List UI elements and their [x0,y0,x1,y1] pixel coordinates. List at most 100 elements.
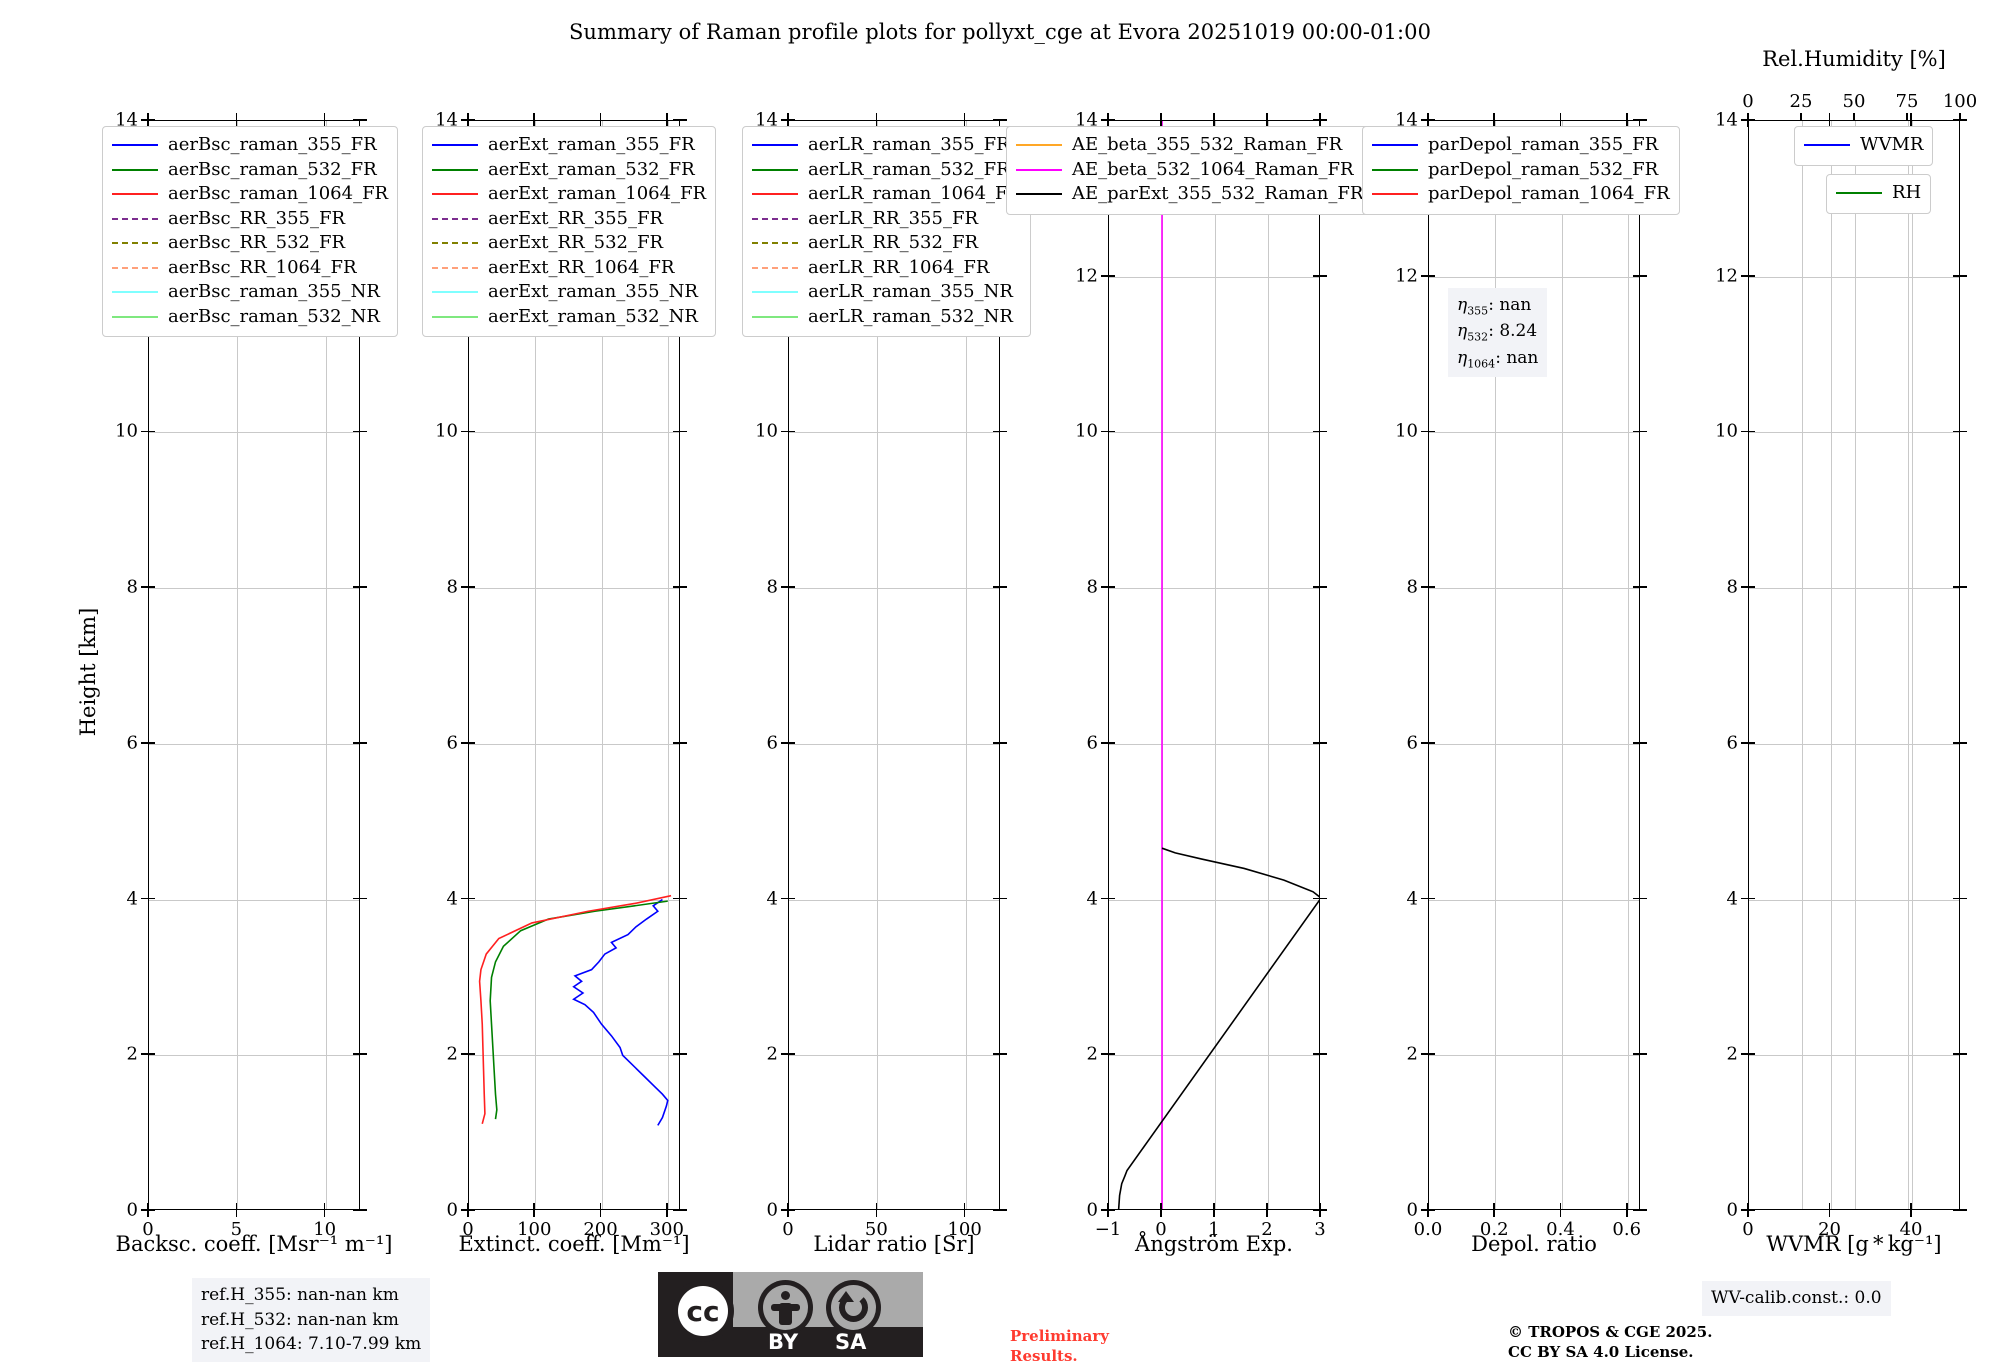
y-tick-mark [680,430,687,433]
x-tick-label: 0.2 [1479,1219,1509,1240]
gridline-v [601,121,603,1209]
x-top-tick-label: 0 [1742,91,1754,112]
legend-item: aerBsc_raman_532_NR [112,305,388,330]
x-tick-mark [1559,113,1562,120]
gridline-h [789,899,999,901]
y-tick-mark [1428,1209,1435,1211]
legend-wvmr[interactable]: WVMR [1794,126,1934,166]
y-tick-label-2: 2 [1086,1043,1098,1065]
y-tick-mark [1748,897,1755,900]
legend-depol-ratio[interactable]: parDepol_raman_355_FR parDepol_raman_532_… [1362,126,1680,215]
legend-item: aerLR_raman_532_NR [752,305,1021,330]
x-tick-mark [1625,1210,1628,1217]
legend-label: AE_beta_532_1064_Raman_FR [1072,158,1354,180]
legend-color-swatch [752,168,798,171]
legend-label: aerExt_raman_532_NR [488,305,698,327]
gridline-h [149,899,359,901]
curve-aerExt_raman_532_FR [489,900,668,1120]
x-tick-label: 0.6 [1612,1219,1642,1240]
gridline-h [1749,899,1959,901]
x-tick-mark [1160,1210,1162,1217]
gridline-h [1429,588,1639,590]
y-tick-mark [1741,742,1748,744]
y-tick-mark [1313,430,1320,433]
x-tick-mark [147,113,149,120]
x-tick-mark [467,113,469,120]
y-tick-mark [141,430,148,433]
gridline-h [469,899,679,901]
y-tick-mark [1108,430,1115,433]
y-tick-label-2: 2 [446,1043,458,1065]
legend-color-swatch [112,242,158,245]
legend-color-swatch [112,315,158,318]
y-tick-mark [993,897,1000,900]
x-tick-mark [665,120,668,127]
gridline-h [1749,1055,1959,1057]
y-tick-mark [1320,430,1327,433]
y-tick-mark [1953,119,1960,121]
legend-angstrom[interactable]: AE_beta_355_532_Raman_FR AE_beta_532_1064… [1006,126,1374,215]
y-tick-mark [461,742,468,744]
legend-color-swatch [1836,192,1882,195]
x-tick-mark [599,113,602,120]
x-tick-mark [323,113,326,120]
data-curves-wvmr [1749,121,1960,1210]
legend-color-swatch [432,168,478,171]
legend-extinction[interactable]: aerExt_raman_355_FR aerExt_raman_532_FR ae… [422,126,717,337]
legend-label: AE_parExt_355_532_Raman_FR [1072,183,1364,205]
x-tick-mark [787,120,789,127]
legend-label: RH [1892,182,1922,204]
y-tick-mark [1953,742,1960,744]
y-tick-label-6: 6 [1726,732,1738,754]
x-top-tick-label: 75 [1895,91,1919,112]
x-tick-mark [875,120,878,127]
legend-wvmr-secondary[interactable]: RH [1826,174,1932,214]
curve-aerExt_raman_1064_FR [478,894,672,1125]
y-tick-mark [680,119,687,121]
legend-color-swatch [752,291,798,294]
x-axis-title-depol-ratio: Depol. ratio [1471,1232,1597,1256]
x-tick-mark [323,1203,326,1210]
x-top-tick-mark [1800,113,1802,120]
y-tick-mark [1421,274,1428,277]
legend-item: AE_beta_355_532_Raman_FR [1016,133,1363,158]
y-tick-label-6: 6 [1406,732,1418,754]
panel-angstrom: 0 2 4 6 8 10 12 14 −1 0 1 2 3 [1075,110,1327,1240]
y-tick-label-0: 0 [446,1199,458,1221]
y-tick-mark [141,1209,148,1211]
y-tick-mark [1313,274,1320,277]
x-tick-mark [665,113,668,120]
y-tick-mark [1421,119,1428,121]
y-tick-mark [673,897,680,900]
y-tick-mark [353,897,360,900]
y-tick-label-4: 4 [1406,888,1418,910]
legend-color-swatch [432,242,478,245]
legend-color-swatch [752,315,798,318]
x-tick-label: 0 [1155,1219,1167,1240]
y-tick-mark [148,586,155,588]
legend-backscatter[interactable]: aerBsc_raman_355_FR aerBsc_raman_532_FR ae… [102,126,399,337]
y-tick-mark [673,1209,680,1211]
gridline-h [1109,276,1319,278]
y-tick-mark [1421,1053,1428,1056]
legend-item: WVMR [1804,133,1923,158]
legend-item: aerExt_raman_355_NR [432,280,706,305]
legend-item: parDepol_raman_532_FR [1372,158,1670,183]
y-tick-mark [353,586,360,588]
y-tick-mark [1000,897,1007,900]
x-tick-mark [1107,113,1109,120]
y-tick-label-6: 6 [766,732,778,754]
eta-row: η355: nan [1457,295,1532,318]
legend-item: aerExt_RR_1064_FR [432,256,706,281]
y-tick-mark [1108,1209,1115,1211]
y-tick-mark [360,586,367,588]
legend-lidar-ratio[interactable]: aerLR_raman_355_FR aerLR_raman_532_FR aerL… [742,126,1032,337]
y-tick-mark [1320,1209,1327,1211]
y-tick-mark [673,586,680,588]
legend-color-swatch [1016,168,1062,171]
y-tick-label-12: 12 [1715,265,1738,287]
gridline-v [1495,121,1497,1209]
y-tick-label-8: 8 [1406,576,1418,598]
y-tick-label-8: 8 [1086,576,1098,598]
y-tick-mark [1320,274,1327,277]
